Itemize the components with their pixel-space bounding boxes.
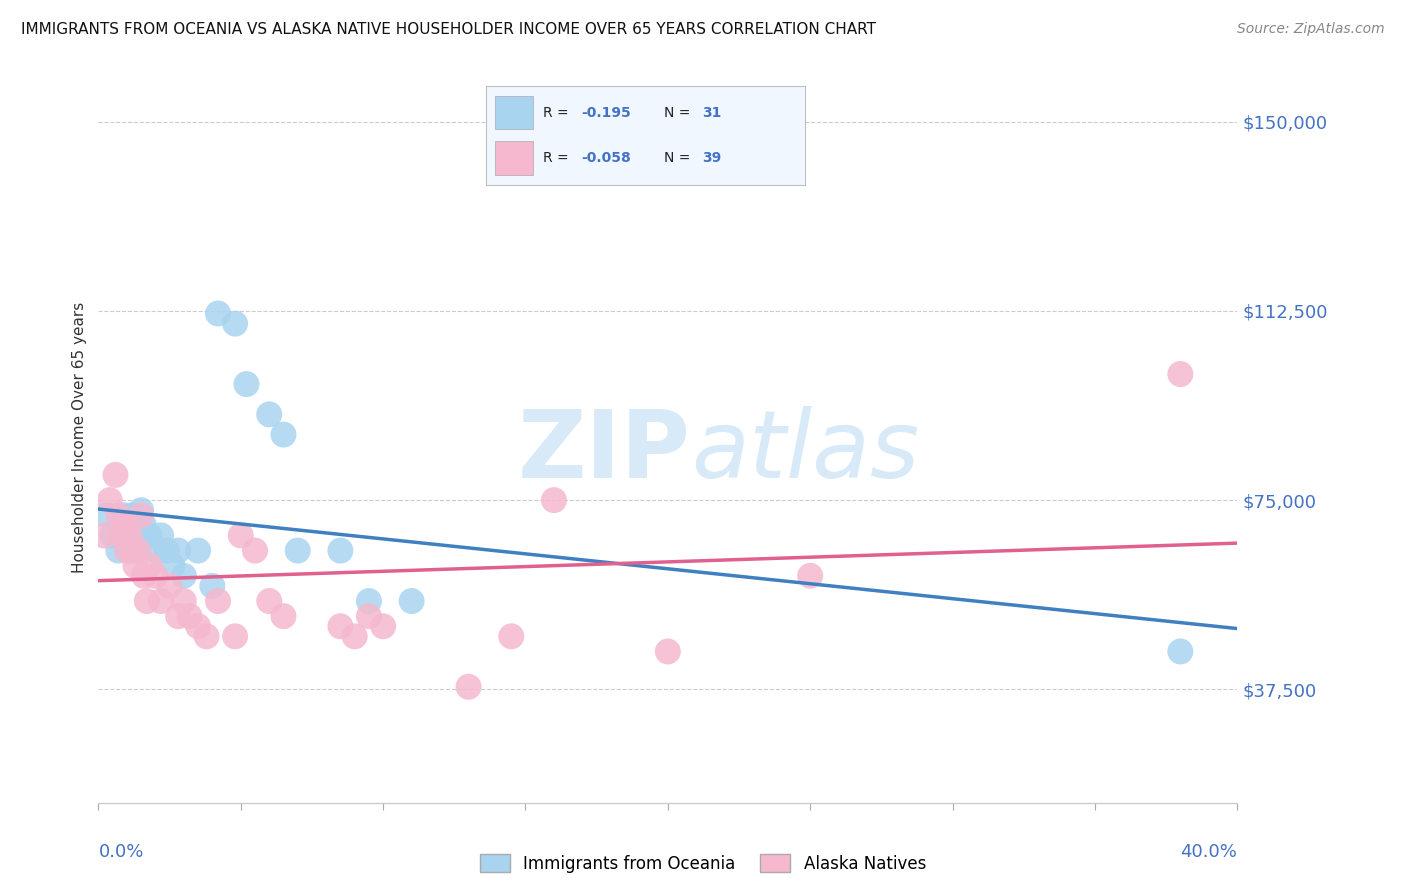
Legend: Immigrants from Oceania, Alaska Natives: Immigrants from Oceania, Alaska Natives xyxy=(474,847,932,880)
Point xyxy=(127,543,149,558)
Point xyxy=(138,558,160,573)
Point xyxy=(657,644,679,658)
Point xyxy=(173,569,195,583)
Point xyxy=(224,317,246,331)
Point xyxy=(107,508,129,523)
Point xyxy=(235,377,257,392)
Point xyxy=(373,619,395,633)
Point xyxy=(145,569,167,583)
Point xyxy=(799,569,821,583)
Point xyxy=(127,528,149,542)
Point xyxy=(129,508,152,523)
Point xyxy=(104,467,127,482)
Point xyxy=(156,543,179,558)
Point xyxy=(501,629,523,643)
Point xyxy=(329,619,352,633)
Point xyxy=(101,528,124,542)
Point xyxy=(150,594,173,608)
Point xyxy=(150,528,173,542)
Point xyxy=(273,427,295,442)
Point xyxy=(343,629,366,643)
Point xyxy=(162,558,184,573)
Point xyxy=(118,543,141,558)
Point xyxy=(357,609,380,624)
Point xyxy=(145,543,167,558)
Point xyxy=(110,518,132,533)
Point xyxy=(401,594,423,608)
Point xyxy=(124,558,146,573)
Point xyxy=(329,543,352,558)
Point xyxy=(173,594,195,608)
Text: 0.0%: 0.0% xyxy=(98,843,143,861)
Point xyxy=(121,508,143,523)
Point xyxy=(167,609,190,624)
Point xyxy=(357,594,380,608)
Point xyxy=(107,543,129,558)
Y-axis label: Householder Income Over 65 years: Householder Income Over 65 years xyxy=(72,301,87,573)
Point xyxy=(98,493,121,508)
Point xyxy=(259,594,281,608)
Point xyxy=(135,594,157,608)
Point xyxy=(287,543,309,558)
Point xyxy=(201,579,224,593)
Point xyxy=(96,508,118,523)
Point xyxy=(112,508,135,523)
Point xyxy=(118,528,141,542)
Point xyxy=(132,518,155,533)
Point xyxy=(179,609,201,624)
Point xyxy=(115,543,138,558)
Point xyxy=(132,569,155,583)
Point xyxy=(110,528,132,542)
Point xyxy=(115,528,138,542)
Point xyxy=(121,543,143,558)
Point xyxy=(112,518,135,533)
Text: IMMIGRANTS FROM OCEANIA VS ALASKA NATIVE HOUSEHOLDER INCOME OVER 65 YEARS CORREL: IMMIGRANTS FROM OCEANIA VS ALASKA NATIVE… xyxy=(21,22,876,37)
Point xyxy=(138,528,160,542)
Point xyxy=(195,629,218,643)
Point xyxy=(243,543,266,558)
Point xyxy=(457,680,479,694)
Text: atlas: atlas xyxy=(690,406,920,497)
Point xyxy=(187,543,209,558)
Text: Source: ZipAtlas.com: Source: ZipAtlas.com xyxy=(1237,22,1385,37)
Point xyxy=(159,579,181,593)
Point xyxy=(543,493,565,508)
Text: 40.0%: 40.0% xyxy=(1181,843,1237,861)
Point xyxy=(1170,644,1192,658)
Point xyxy=(207,594,229,608)
Point xyxy=(124,543,146,558)
Point xyxy=(259,408,281,422)
Point xyxy=(129,503,152,517)
Point xyxy=(229,528,252,542)
Point xyxy=(273,609,295,624)
Point xyxy=(93,528,115,542)
Text: ZIP: ZIP xyxy=(517,406,690,498)
Point xyxy=(207,306,229,320)
Point xyxy=(1170,367,1192,381)
Point xyxy=(224,629,246,643)
Point xyxy=(187,619,209,633)
Point xyxy=(167,543,190,558)
